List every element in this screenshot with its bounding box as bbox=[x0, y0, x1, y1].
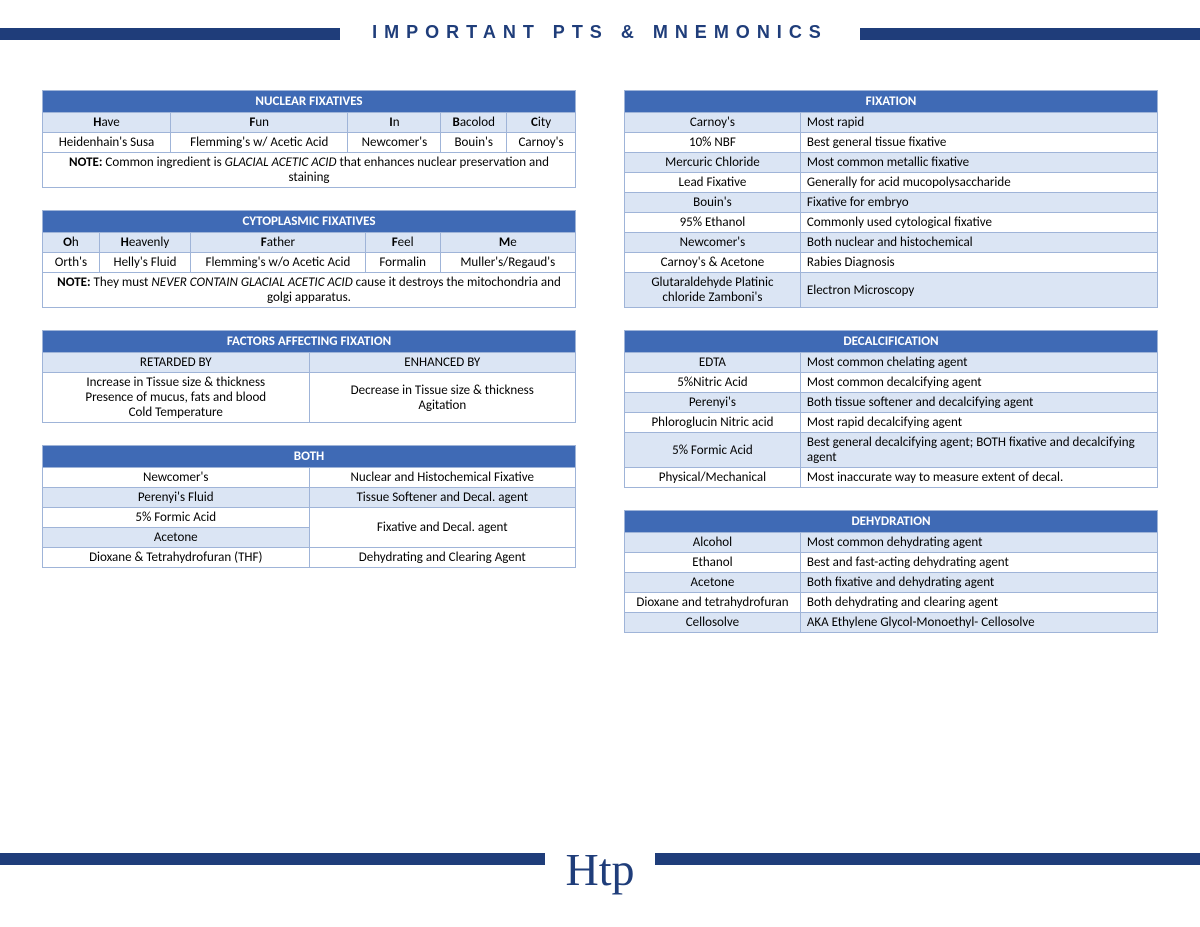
table-title: CYTOPLASMIC FIXATIVES bbox=[43, 211, 576, 233]
factors-table: FACTORS AFFECTING FIXATION RETARDED BY E… bbox=[42, 330, 576, 423]
table-title: FIXATION bbox=[625, 91, 1158, 113]
note-cell: NOTE: They must NEVER CONTAIN GLACIAL AC… bbox=[43, 273, 576, 308]
value-cell: Most inaccurate way to measure extent of… bbox=[800, 468, 1157, 488]
value-cell: Muller's/Regaud's bbox=[440, 253, 575, 273]
key-cell: Dioxane and tetrahydrofuran bbox=[625, 593, 801, 613]
value-cell: 5% Formic Acid bbox=[43, 508, 310, 528]
value-cell: Heidenhain's Susa bbox=[43, 133, 171, 153]
table-title: NUCLEAR FIXATIVES bbox=[43, 91, 576, 113]
footer-logo: Htp bbox=[545, 843, 655, 897]
value-cell: Tissue Softener and Decal. agent bbox=[309, 488, 576, 508]
key-cell: Bouin's bbox=[625, 193, 801, 213]
value-cell: Nuclear and Histochemical Fixative bbox=[309, 468, 576, 488]
key-cell: Perenyi's bbox=[625, 393, 801, 413]
value-cell: Perenyi's Fluid bbox=[43, 488, 310, 508]
mnemonic-cell: City bbox=[507, 113, 576, 133]
value-cell: Generally for acid mucopolysaccharide bbox=[800, 173, 1157, 193]
value-cell: Bouin's bbox=[441, 133, 507, 153]
value-cell: Most common dehydrating agent bbox=[800, 533, 1157, 553]
key-cell: 10% NBF bbox=[625, 133, 801, 153]
nuclear-fixatives-table: NUCLEAR FIXATIVES Have Fun In Bacolod Ci… bbox=[42, 90, 576, 188]
cytoplasmic-fixatives-table: CYTOPLASMIC FIXATIVES Oh Heavenly Father… bbox=[42, 210, 576, 308]
mnemonic-cell: Bacolod bbox=[441, 113, 507, 133]
content-columns: NUCLEAR FIXATIVES Have Fun In Bacolod Ci… bbox=[42, 90, 1158, 655]
value-cell: Most common chelating agent bbox=[800, 353, 1157, 373]
mnemonic-cell: Feel bbox=[365, 233, 440, 253]
left-column: NUCLEAR FIXATIVES Have Fun In Bacolod Ci… bbox=[42, 90, 576, 655]
value-cell: Formalin bbox=[365, 253, 440, 273]
col-header: ENHANCED BY bbox=[309, 353, 576, 373]
value-cell: Most rapid decalcifying agent bbox=[800, 413, 1157, 433]
key-cell: 95% Ethanol bbox=[625, 213, 801, 233]
key-cell: Alcohol bbox=[625, 533, 801, 553]
fixation-table: FIXATION Carnoy'sMost rapid 10% NBFBest … bbox=[624, 90, 1158, 308]
mnemonic-cell: Have bbox=[43, 113, 171, 133]
value-cell: Rabies Diagnosis bbox=[800, 253, 1157, 273]
value-cell: Newcomer's bbox=[43, 468, 310, 488]
key-cell: 5%Nitric Acid bbox=[625, 373, 801, 393]
dehydration-table: DEHYDRATION AlcoholMost common dehydrati… bbox=[624, 510, 1158, 633]
value-cell: Flemming's w/ Acetic Acid bbox=[170, 133, 347, 153]
mnemonic-cell: Me bbox=[440, 233, 575, 253]
key-cell: Glutaraldehyde Platinic chloride Zamboni… bbox=[625, 273, 801, 308]
value-cell: Fixative and Decal. agent bbox=[309, 508, 576, 548]
key-cell: Phloroglucin Nitric acid bbox=[625, 413, 801, 433]
mnemonic-cell: Oh bbox=[43, 233, 100, 253]
key-cell: Newcomer's bbox=[625, 233, 801, 253]
value-cell: Fixative for embryo bbox=[800, 193, 1157, 213]
table-title: DECALCIFICATION bbox=[625, 331, 1158, 353]
value-cell: Carnoy's bbox=[507, 133, 576, 153]
value-cell: AKA Ethylene Glycol-Monoethyl- Cellosolv… bbox=[800, 613, 1157, 633]
key-cell: Carnoy's bbox=[625, 113, 801, 133]
value-cell: Dioxane & Tetrahydrofuran (THF) bbox=[43, 548, 310, 568]
key-cell: Carnoy's & Acetone bbox=[625, 253, 801, 273]
value-cell: Increase in Tissue size & thickness Pres… bbox=[43, 373, 310, 423]
value-cell: Most common decalcifying agent bbox=[800, 373, 1157, 393]
mnemonic-cell: Father bbox=[191, 233, 366, 253]
key-cell: Cellosolve bbox=[625, 613, 801, 633]
value-cell: Commonly used cytological fixative bbox=[800, 213, 1157, 233]
value-cell: Acetone bbox=[43, 528, 310, 548]
mnemonic-cell: Heavenly bbox=[99, 233, 190, 253]
both-table: BOTH Newcomer'sNuclear and Histochemical… bbox=[42, 445, 576, 568]
key-cell: 5% Formic Acid bbox=[625, 433, 801, 468]
table-title: FACTORS AFFECTING FIXATION bbox=[43, 331, 576, 353]
page-title: IMPORTANT PTS & MNEMONICS bbox=[340, 18, 860, 47]
value-cell: Helly's Fluid bbox=[99, 253, 190, 273]
table-title: BOTH bbox=[43, 446, 576, 468]
mnemonic-cell: In bbox=[348, 113, 441, 133]
key-cell: Mercuric Chloride bbox=[625, 153, 801, 173]
value-cell: Both fixative and dehydrating agent bbox=[800, 573, 1157, 593]
key-cell: Ethanol bbox=[625, 553, 801, 573]
mnemonic-cell: Fun bbox=[170, 113, 347, 133]
value-cell: Both dehydrating and clearing agent bbox=[800, 593, 1157, 613]
value-cell: Dehydrating and Clearing Agent bbox=[309, 548, 576, 568]
key-cell: Physical/Mechanical bbox=[625, 468, 801, 488]
value-cell: Newcomer's bbox=[348, 133, 441, 153]
key-cell: EDTA bbox=[625, 353, 801, 373]
key-cell: Acetone bbox=[625, 573, 801, 593]
decalcification-table: DECALCIFICATION EDTAMost common chelatin… bbox=[624, 330, 1158, 488]
value-cell: Both nuclear and histochemical bbox=[800, 233, 1157, 253]
value-cell: Most rapid bbox=[800, 113, 1157, 133]
value-cell: Flemming's w/o Acetic Acid bbox=[191, 253, 366, 273]
note-cell: NOTE: Common ingredient is GLACIAL ACETI… bbox=[43, 153, 576, 188]
value-cell: Best general decalcifying agent; BOTH fi… bbox=[800, 433, 1157, 468]
value-cell: Decrease in Tissue size & thickness Agit… bbox=[309, 373, 576, 423]
table-title: DEHYDRATION bbox=[625, 511, 1158, 533]
value-cell: Electron Microscopy bbox=[800, 273, 1157, 308]
right-column: FIXATION Carnoy'sMost rapid 10% NBFBest … bbox=[624, 90, 1158, 655]
value-cell: Best general tissue fixative bbox=[800, 133, 1157, 153]
value-cell: Most common metallic fixative bbox=[800, 153, 1157, 173]
key-cell: Lead Fixative bbox=[625, 173, 801, 193]
value-cell: Both tissue softener and decalcifying ag… bbox=[800, 393, 1157, 413]
col-header: RETARDED BY bbox=[43, 353, 310, 373]
value-cell: Orth's bbox=[43, 253, 100, 273]
value-cell: Best and fast-acting dehydrating agent bbox=[800, 553, 1157, 573]
